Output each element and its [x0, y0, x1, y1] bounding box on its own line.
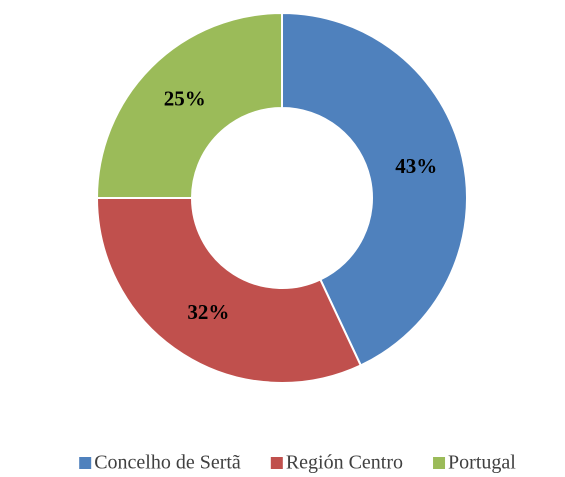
legend-swatch — [79, 457, 92, 469]
legend-swatch — [270, 457, 283, 469]
donut-segment — [95, 11, 283, 199]
data-label: 32% — [187, 300, 229, 324]
legend-label: Concelho de Sertã — [94, 452, 241, 474]
donut-segment — [281, 11, 468, 367]
data-label: 43% — [395, 154, 437, 178]
data-label: 25% — [164, 87, 206, 111]
donut-segment — [95, 197, 363, 384]
legend-label: Portugal — [448, 452, 516, 474]
legend-label: Región Centro — [286, 452, 403, 474]
legend-swatch — [433, 457, 446, 469]
